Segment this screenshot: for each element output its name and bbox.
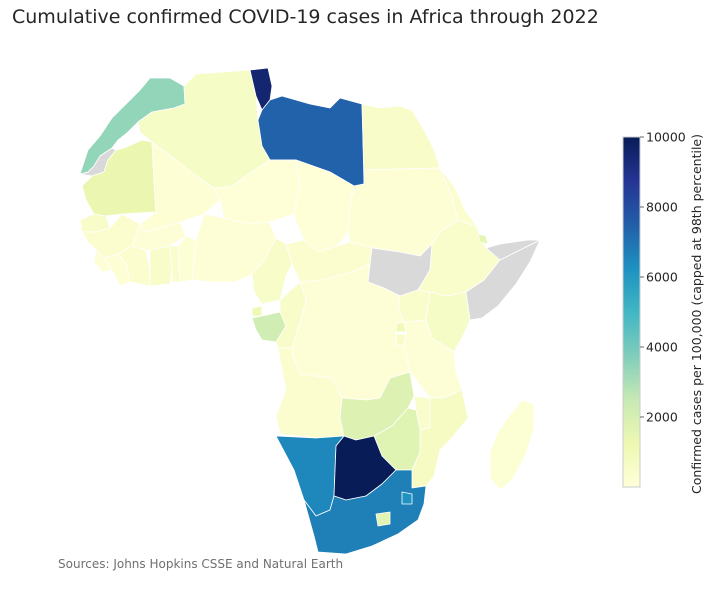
region-togo (169, 245, 181, 283)
region-south-africa (303, 469, 427, 555)
map-title: Cumulative confirmed COVID-19 cases in A… (12, 6, 599, 28)
region-cameroon (251, 237, 293, 305)
region-egypt (361, 103, 441, 171)
colorbar: 10000 8000 6000 4000 2000 Confirmed cases pe… (622, 130, 704, 494)
region-somaliland (485, 239, 541, 261)
region-djibouti (477, 233, 489, 245)
region-equatorial-guinea (251, 305, 263, 317)
colorbar-tick-label: 6000 (646, 270, 678, 285)
region-madagascar (489, 399, 535, 491)
colorbar-tick-label: 10000 (646, 130, 686, 145)
colorbar-tick-label: 8000 (646, 200, 678, 215)
region-ghana (149, 245, 173, 287)
region-eritrea (439, 167, 487, 239)
colorbar-label: Confirmed cases per 100,000 (capped at 9… (689, 134, 704, 494)
sources-note: Sources: Johns Hopkins CSSE and Natural … (58, 557, 344, 571)
region-uganda (397, 289, 431, 323)
country-regions (79, 67, 541, 555)
colorbar-tick-label: 2000 (646, 410, 678, 425)
region-sierra-leone (93, 249, 113, 273)
colorbar-scale (622, 136, 641, 488)
region-eswatini (401, 491, 413, 505)
region-lesotho (375, 511, 391, 527)
colorbar-tick-label: 4000 (646, 340, 678, 355)
region-somalia (465, 239, 541, 321)
